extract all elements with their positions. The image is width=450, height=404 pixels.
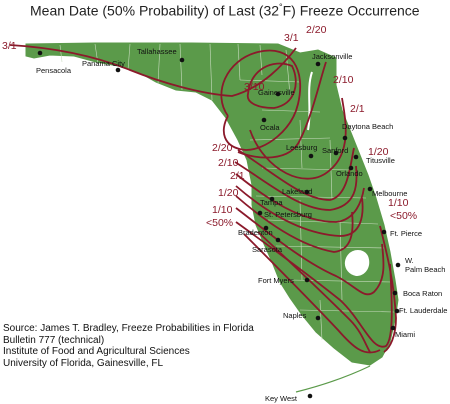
isoline-label: 2/20	[306, 24, 327, 36]
city-dot	[308, 394, 313, 399]
isoline-label: 1/20	[368, 146, 389, 158]
city-label: Ocala	[260, 123, 280, 132]
city-dot	[316, 62, 321, 67]
city-label: Miami	[395, 330, 415, 339]
city-dot	[309, 154, 314, 159]
city-dot	[258, 211, 263, 216]
isoline-label: 2/20	[212, 142, 233, 154]
isoline-label: 1/10	[212, 204, 233, 216]
isoline-label: 3/1	[284, 32, 299, 44]
city-label: Lakeland	[282, 187, 312, 196]
city-dot	[343, 136, 348, 141]
city-dot	[180, 58, 185, 63]
isoline-label: 1/10	[388, 197, 409, 209]
city-label: Leesburg	[286, 143, 317, 152]
city-dot	[116, 68, 121, 73]
isoline-label: 3/10	[244, 81, 265, 93]
city-dot	[393, 291, 398, 296]
source-line: Bulletin 777 (technical)	[3, 335, 254, 347]
source-line: University of Florida, Gainesville, FL	[3, 358, 254, 370]
city-label: Pensacola	[36, 66, 72, 75]
isoline-label: 2/1	[350, 103, 365, 115]
source-line: Source: James T. Bradley, Freeze Probabi…	[3, 323, 254, 335]
city-dot	[354, 155, 359, 160]
city-label: Daytona Beach	[342, 122, 393, 131]
city-label: Naples	[283, 311, 307, 320]
city-label: St. Petersburg	[264, 210, 312, 219]
city-label: Sanford	[322, 146, 348, 155]
city-label: Fort Myers	[258, 276, 294, 285]
city-dot	[305, 278, 310, 283]
isoline-label: 2/10	[218, 157, 239, 169]
city-label: Key West	[265, 394, 298, 403]
city-label: Jacksonville	[312, 52, 352, 61]
city-label: Boca Raton	[403, 289, 442, 298]
city-label: Ft. Pierce	[390, 229, 422, 238]
city-label: Tallahassee	[137, 47, 177, 56]
city-dot	[262, 118, 267, 123]
isoline-label: 2/1	[230, 170, 245, 182]
city-dot	[396, 263, 401, 268]
city-label: Tampa	[260, 198, 283, 207]
city-label: Palm Beach	[405, 265, 445, 274]
city-label: Orlando	[336, 169, 363, 178]
source-citation: Source: James T. Bradley, Freeze Probabi…	[3, 323, 254, 369]
isoline-label: <50%	[206, 217, 233, 229]
city-dot	[38, 51, 43, 56]
city-label: Panama City	[82, 59, 125, 68]
source-line: Institute of Food and Agricultural Scien…	[3, 346, 254, 358]
isoline-label: 1/20	[218, 187, 239, 199]
isoline-label: <50%	[390, 210, 417, 222]
isoline-label: 3/1	[2, 40, 17, 52]
city-dot	[316, 316, 321, 321]
city-label: Ft. Lauderdale	[399, 306, 447, 315]
city-dot	[276, 238, 281, 243]
city-label: Bradenton	[238, 228, 273, 237]
city-dot	[382, 230, 387, 235]
city-label: W.	[405, 256, 414, 265]
city-label: Sarasota	[252, 245, 283, 254]
florida-keys	[296, 366, 370, 392]
isoline-label: 2/10	[333, 74, 354, 86]
